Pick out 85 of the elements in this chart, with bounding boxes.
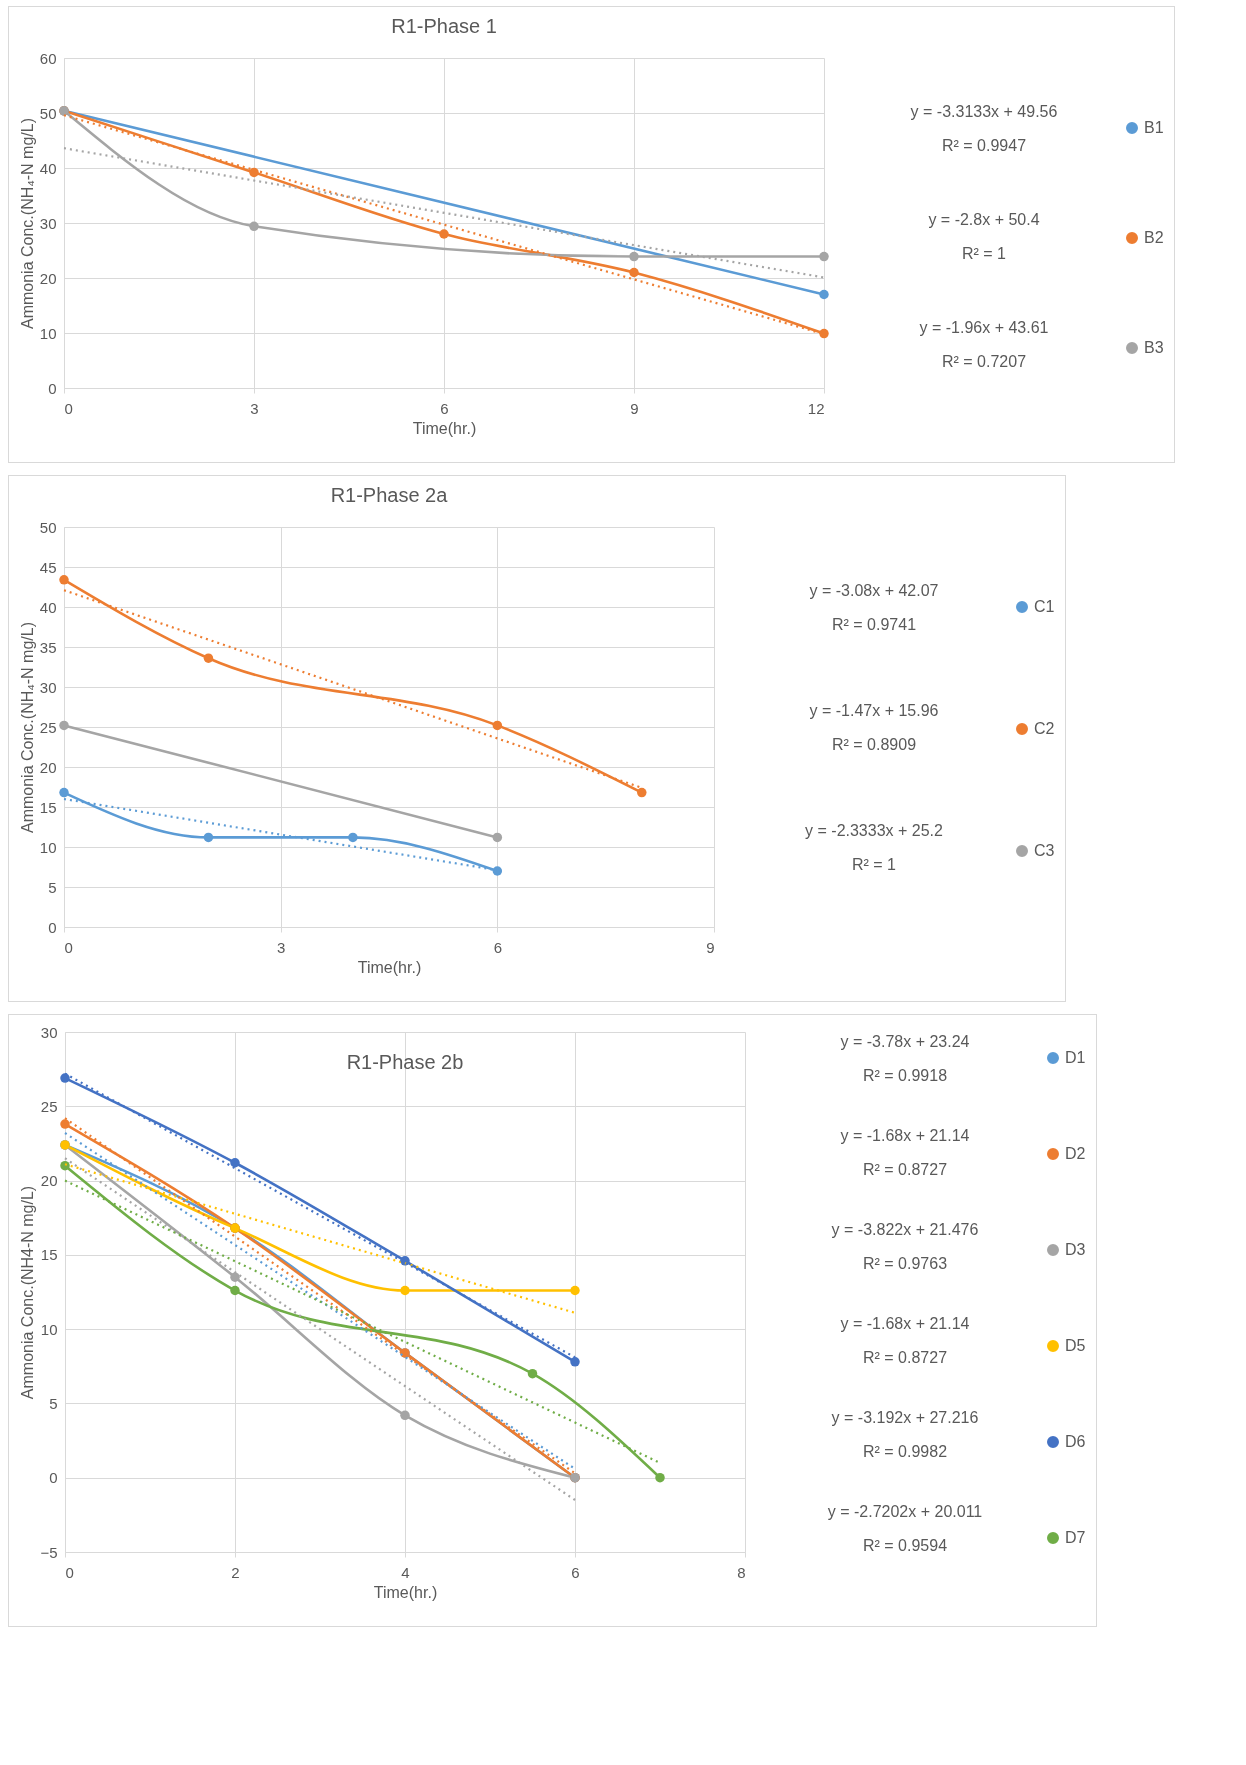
legend-label: D3 — [1065, 1241, 1086, 1258]
y-tick-label: 25 — [40, 1097, 58, 1115]
text: y = -2.3333x + 25.2 — [805, 822, 944, 839]
y-tick-label: 20 — [39, 269, 57, 287]
chart-title: R1-Phase 2a — [330, 484, 449, 506]
legend-label: D5 — [1065, 1337, 1086, 1354]
y-axis-title: Ammonia Conc.(NH4-N mg/L) — [19, 1185, 37, 1400]
x-tick-label: 0 — [65, 1563, 74, 1581]
text: y = -3.192x + 27.216 — [831, 1409, 979, 1426]
y-tick-label: 30 — [39, 214, 57, 232]
text: y = -1.68x + 21.14 — [840, 1127, 970, 1144]
y-tick-label: 30 — [40, 1023, 58, 1041]
text: R² = 0.9918 — [862, 1067, 948, 1084]
x-tick-label: 6 — [440, 399, 449, 417]
y-tick-label: 5 — [48, 878, 57, 896]
x-tick-label: 6 — [571, 1563, 580, 1581]
text: R² = 0.7207 — [941, 353, 1027, 370]
text: R² = 1 — [961, 245, 1007, 262]
legend-label: B1 — [1144, 119, 1164, 136]
legend-label: C3 — [1034, 842, 1055, 859]
text: R² = 0.9763 — [862, 1255, 948, 1272]
y-tick-label: 5 — [49, 1394, 58, 1412]
text: y = -1.47x + 15.96 — [809, 702, 939, 719]
text: y = -2.8x + 50.4 — [928, 211, 1040, 228]
x-tick-label: 8 — [737, 1563, 746, 1581]
y-tick-label: 45 — [39, 558, 57, 576]
x-axis-title: Time(hr.) — [412, 419, 477, 437]
y-tick-label: 40 — [39, 159, 57, 177]
y-tick-label: 20 — [39, 758, 57, 776]
text: y = -3.822x + 21.476 — [831, 1221, 979, 1238]
legend-label: B2 — [1144, 229, 1164, 246]
y-tick-label: 30 — [39, 678, 57, 696]
x-tick-label: 3 — [276, 938, 286, 956]
y-tick-label: 0 — [48, 379, 57, 397]
x-axis-title: Time(hr.) — [357, 958, 422, 976]
text: R² = 0.9982 — [862, 1443, 948, 1460]
y-tick-label: 0 — [48, 918, 57, 936]
y-tick-label: 20 — [40, 1172, 58, 1190]
text: y = -1.68x + 21.14 — [840, 1315, 970, 1332]
y-tick-label: 60 — [39, 49, 57, 67]
y-tick-label: 25 — [39, 718, 57, 736]
text: R² = 0.8909 — [831, 736, 917, 753]
x-tick-label: 0 — [64, 938, 73, 956]
chart-title: R1-Phase 1 — [391, 15, 497, 37]
y-tick-label: 10 — [39, 324, 57, 342]
y-tick-label: 15 — [40, 1246, 58, 1264]
text: y = -3.78x + 23.24 — [840, 1033, 970, 1050]
y-tick-label: 10 — [40, 1320, 58, 1338]
y-tick-label: 0 — [49, 1469, 58, 1487]
legend-label: D2 — [1065, 1145, 1086, 1162]
y-tick-label: 15 — [39, 798, 57, 816]
legend-label: C1 — [1034, 598, 1055, 615]
x-tick-label: 0 — [64, 399, 73, 417]
y-tick-label: 50 — [39, 518, 57, 536]
legend-label: C2 — [1034, 720, 1055, 737]
text: y = -3.08x + 42.07 — [809, 582, 939, 599]
y-axis-title: Ammonia Conc.(NH₄-N mg/L) — [18, 621, 36, 834]
x-tick-label: 3 — [250, 399, 259, 417]
y-axis-title: Ammonia Conc.(NH₄-N mg/L) — [18, 117, 36, 330]
x-tick-label: 9 — [706, 938, 715, 956]
text: R1-Phase 2b — [346, 1051, 464, 1073]
text: R² = 1 — [851, 856, 897, 873]
legend-label: B3 — [1144, 339, 1164, 356]
legend-label: D6 — [1065, 1433, 1086, 1450]
legend-label: D1 — [1065, 1049, 1086, 1066]
x-tick-label: 2 — [231, 1563, 240, 1581]
legend-label: D7 — [1065, 1529, 1086, 1546]
y-tick-label: 35 — [39, 638, 57, 656]
text: R² = 0.8727 — [862, 1349, 948, 1366]
x-tick-label: 4 — [401, 1563, 410, 1581]
x-tick-label: 9 — [630, 399, 639, 417]
text: R² = 0.8727 — [862, 1161, 948, 1178]
y-tick-label: 40 — [39, 598, 57, 616]
x-axis-title: Time(hr.) — [373, 1583, 438, 1601]
x-tick-label: 12 — [807, 399, 825, 417]
text: R² = 0.9594 — [862, 1537, 948, 1554]
y-tick-label: −5 — [40, 1543, 58, 1561]
text: R² = 0.9741 — [831, 616, 917, 633]
text: y = -1.96x + 43.61 — [919, 319, 1049, 336]
text: y = -2.7202x + 20.011 — [827, 1503, 983, 1520]
text: R² = 0.9947 — [941, 137, 1027, 154]
x-tick-label: 6 — [493, 938, 503, 956]
y-tick-label: 10 — [39, 838, 57, 856]
y-tick-label: 50 — [39, 104, 57, 122]
text: y = -3.3133x + 49.56 — [910, 103, 1058, 120]
